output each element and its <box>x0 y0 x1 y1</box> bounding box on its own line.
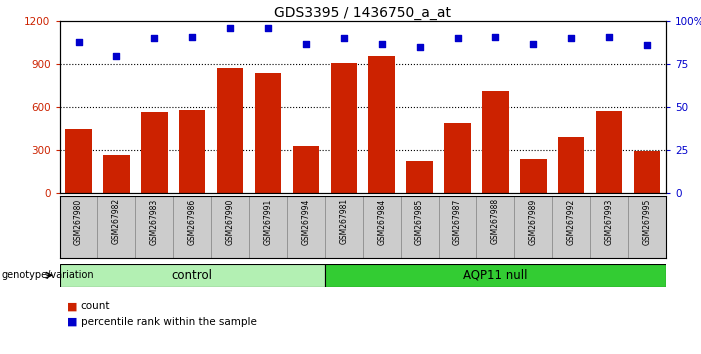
Point <box>338 35 349 41</box>
Bar <box>211 196 249 258</box>
Bar <box>407 161 433 193</box>
Point <box>224 25 236 31</box>
Bar <box>552 196 590 258</box>
Bar <box>292 146 319 193</box>
Bar <box>135 196 173 258</box>
Point <box>262 25 273 31</box>
Bar <box>65 129 92 193</box>
Text: GSM267993: GSM267993 <box>604 198 613 245</box>
Bar <box>103 155 130 193</box>
Text: GSM267980: GSM267980 <box>74 198 83 245</box>
Bar <box>596 112 622 193</box>
Bar <box>217 68 243 193</box>
Text: ■: ■ <box>67 301 77 311</box>
Bar <box>634 152 660 193</box>
Bar <box>331 63 357 193</box>
Bar <box>515 196 552 258</box>
Text: count: count <box>81 301 110 311</box>
Text: percentile rank within the sample: percentile rank within the sample <box>81 317 257 327</box>
Point <box>414 44 426 50</box>
Point <box>490 34 501 40</box>
Text: ■: ■ <box>67 317 77 327</box>
Text: GSM267994: GSM267994 <box>301 198 311 245</box>
Bar <box>254 73 281 193</box>
Point <box>149 35 160 41</box>
Title: GDS3395 / 1436750_a_at: GDS3395 / 1436750_a_at <box>274 6 451 20</box>
Bar <box>249 196 287 258</box>
Text: GSM267985: GSM267985 <box>415 198 424 245</box>
Bar <box>60 264 325 287</box>
Text: GSM267981: GSM267981 <box>339 198 348 245</box>
Text: GSM267990: GSM267990 <box>226 198 235 245</box>
Bar <box>97 196 135 258</box>
Bar <box>477 196 515 258</box>
Point <box>111 53 122 58</box>
Bar <box>444 123 471 193</box>
Point <box>300 41 311 46</box>
Text: control: control <box>172 269 212 282</box>
Point <box>452 35 463 41</box>
Point <box>528 41 539 46</box>
Text: GSM267989: GSM267989 <box>529 198 538 245</box>
Bar <box>363 196 401 258</box>
Text: GSM267988: GSM267988 <box>491 198 500 245</box>
Bar <box>287 196 325 258</box>
Bar <box>141 112 168 193</box>
Text: GSM267992: GSM267992 <box>566 198 576 245</box>
Text: genotype/variation: genotype/variation <box>1 270 94 280</box>
Bar <box>60 196 97 258</box>
Text: AQP11 null: AQP11 null <box>463 269 528 282</box>
Bar <box>173 196 211 258</box>
Point <box>641 42 653 48</box>
Text: GSM267983: GSM267983 <box>150 198 159 245</box>
Bar <box>520 159 547 193</box>
Text: GSM267987: GSM267987 <box>453 198 462 245</box>
Text: GSM267986: GSM267986 <box>188 198 197 245</box>
Text: GSM267984: GSM267984 <box>377 198 386 245</box>
Bar <box>325 264 666 287</box>
Bar <box>482 91 509 193</box>
Point <box>376 41 388 46</box>
Bar <box>401 196 439 258</box>
Point <box>73 39 84 45</box>
Point <box>566 35 577 41</box>
Bar <box>179 110 205 193</box>
Bar <box>369 56 395 193</box>
Text: GSM267991: GSM267991 <box>264 198 273 245</box>
Bar <box>590 196 628 258</box>
Bar <box>558 137 585 193</box>
Bar <box>628 196 666 258</box>
Point <box>186 34 198 40</box>
Bar <box>439 196 477 258</box>
Bar <box>325 196 363 258</box>
Text: GSM267995: GSM267995 <box>643 198 651 245</box>
Text: GSM267982: GSM267982 <box>112 198 121 245</box>
Point <box>604 34 615 40</box>
